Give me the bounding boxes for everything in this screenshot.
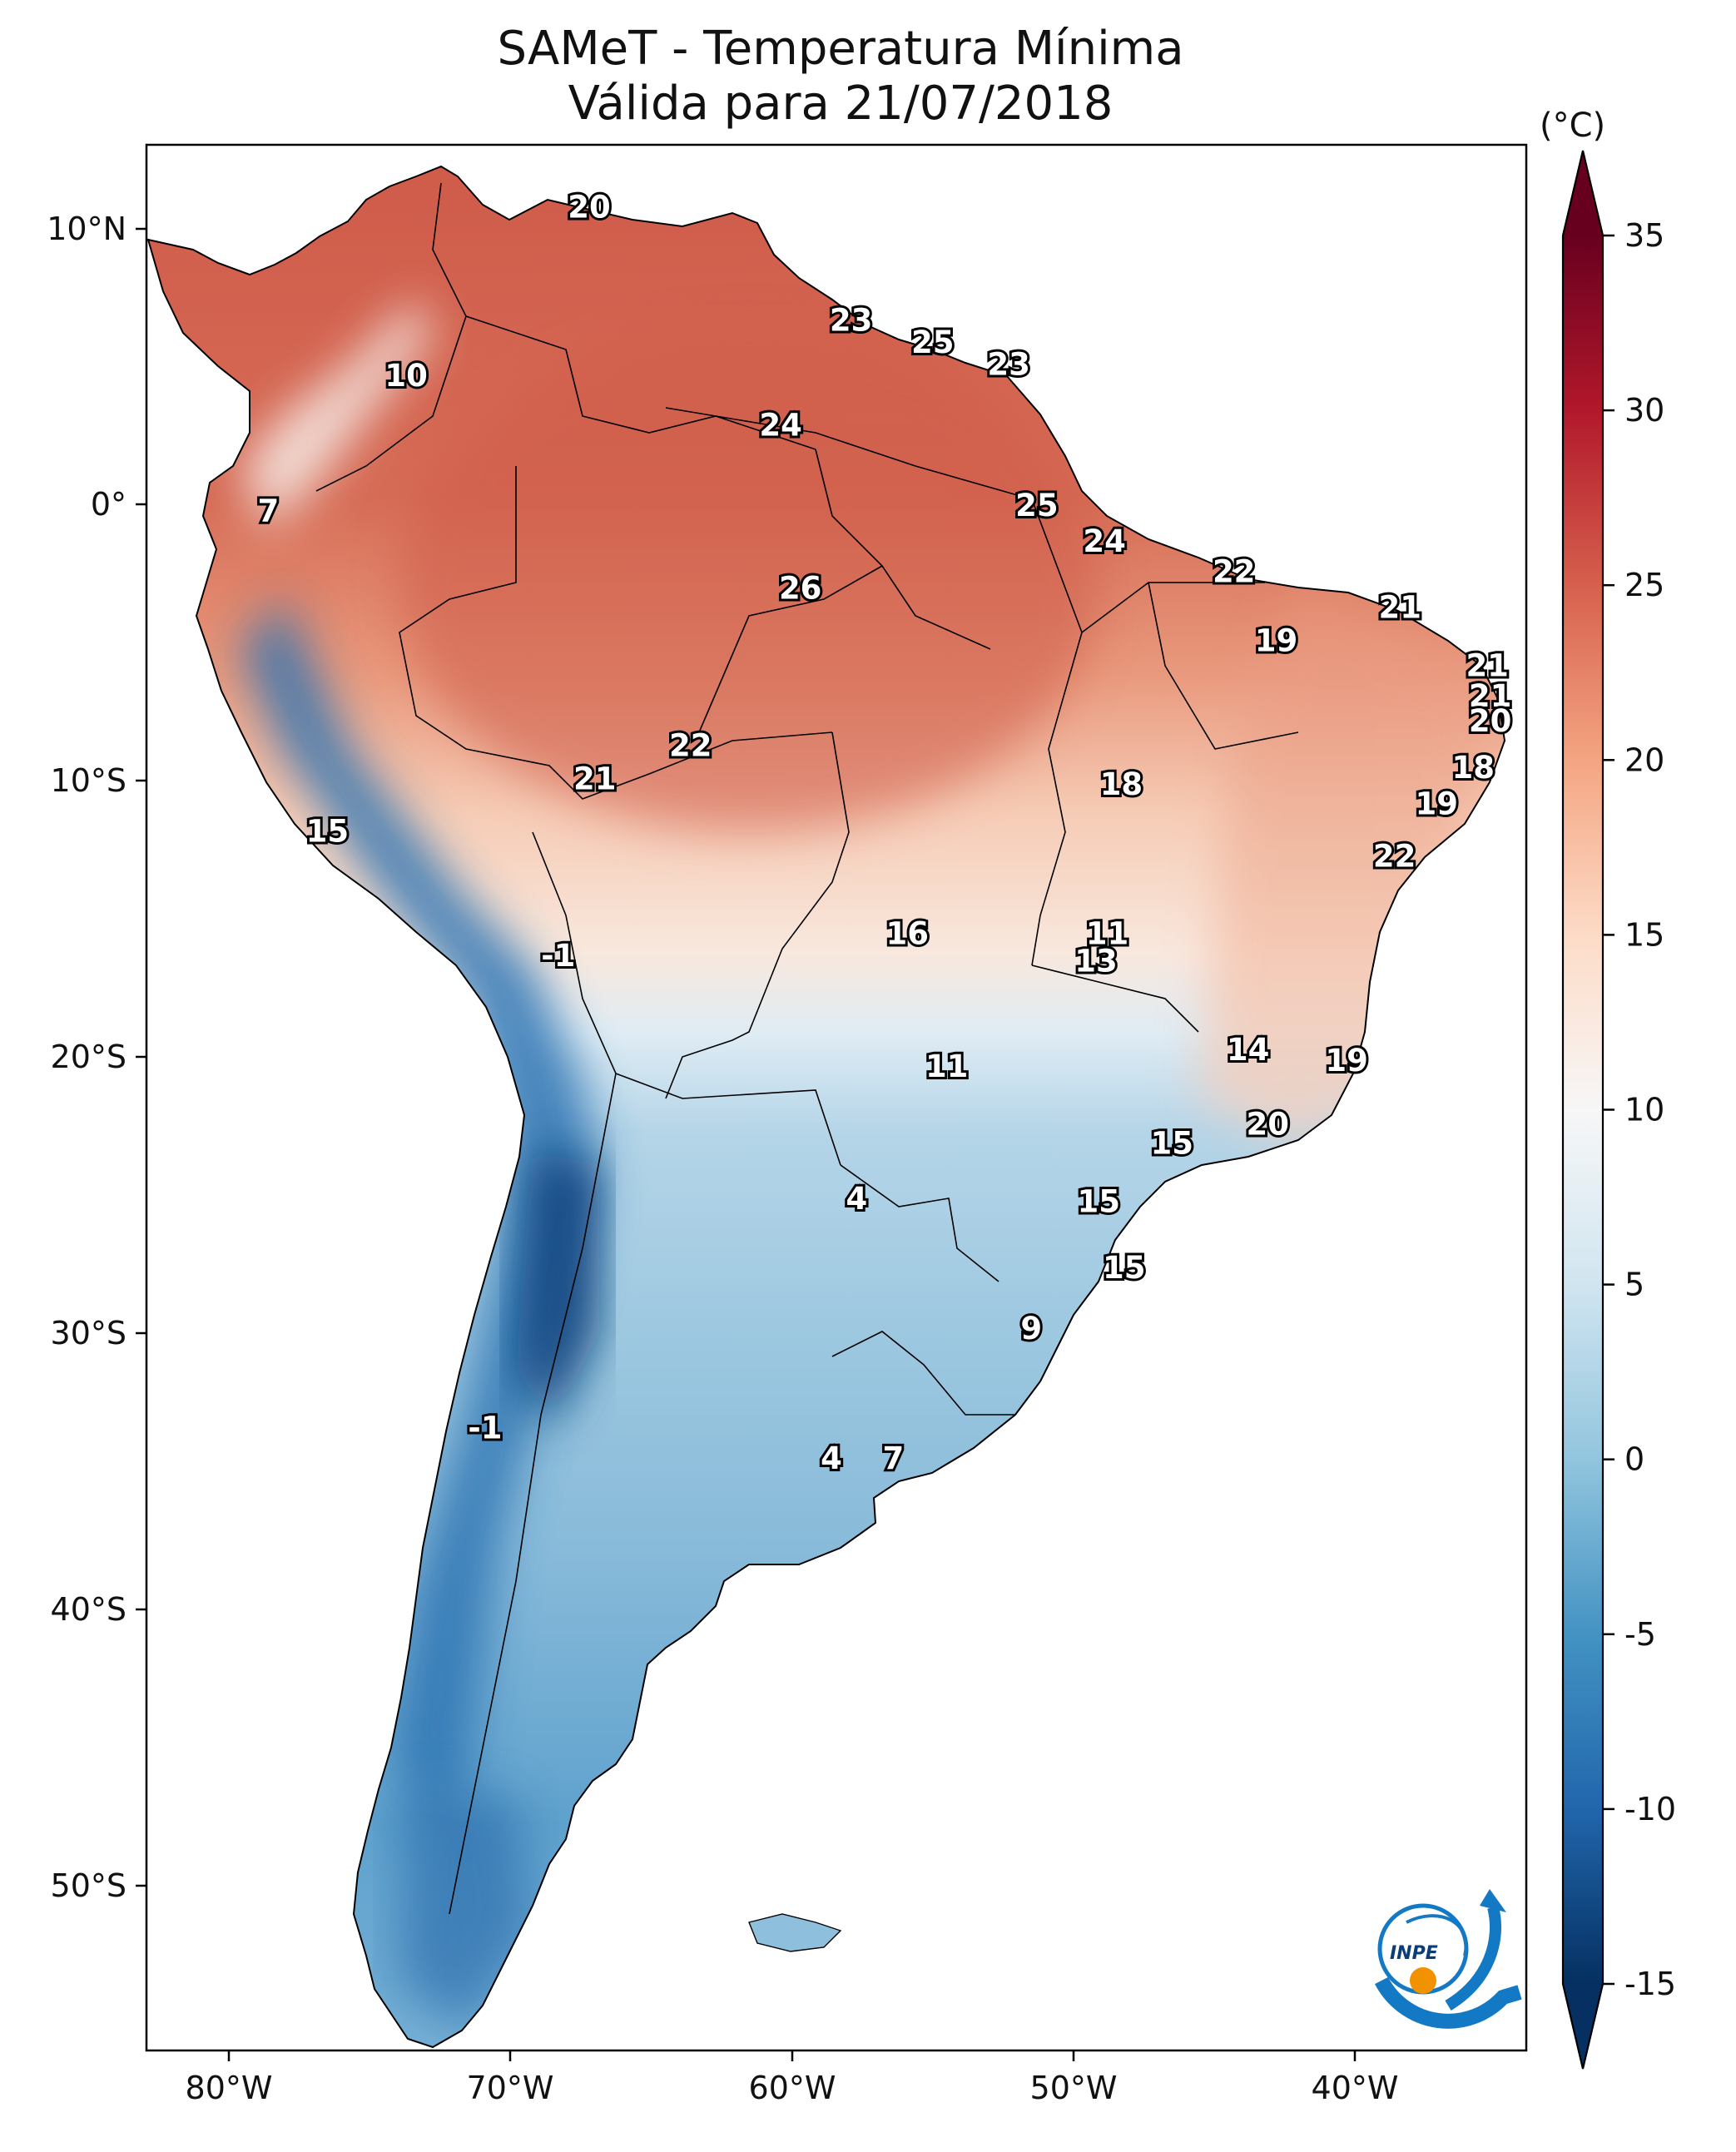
title-line-2: Válida para 21/07/2018: [568, 77, 1114, 131]
temperature-value-label: 18: [1452, 750, 1495, 786]
temperature-value-label: 25: [1015, 488, 1059, 523]
temperature-value-label: 7: [258, 493, 280, 529]
temperature-value-label: 21: [1379, 590, 1422, 626]
longitude-axis: 80°W 70°W 60°W 50°W 40°W: [186, 2050, 1399, 2106]
temperature-value-label: 15: [1078, 1184, 1121, 1220]
lon-tick-label: 60°W: [749, 2070, 836, 2106]
inpe-logo: INPE: [1375, 1889, 1522, 2029]
colorbar-tick-label: 0: [1624, 1441, 1644, 1478]
colorbar-tick-label: 10: [1624, 1092, 1664, 1128]
colorbar-min-extend: [1563, 1984, 1603, 2069]
temperature-value-label: 11: [925, 1049, 969, 1084]
colorbar-tick-label: -10: [1624, 1791, 1676, 1827]
temperature-value-label: 21: [1466, 647, 1509, 683]
temperature-value-label: 19: [1255, 623, 1298, 659]
latitude-axis: 10°N 0° 10°S 20°S 30°S 40°S 50°S: [47, 211, 146, 1904]
lat-tick-label: 50°S: [51, 1867, 126, 1904]
lon-tick-label: 40°W: [1312, 2070, 1399, 2106]
logo-swoosh: [1375, 1976, 1522, 2029]
temperature-value-label: 22: [1373, 839, 1416, 875]
temperature-value-label: 14: [1227, 1032, 1270, 1068]
temperature-value-label: 19: [1416, 786, 1459, 821]
colorbar-unit-label: (°C): [1540, 107, 1606, 145]
lat-tick-label: 0°: [91, 486, 126, 523]
temperature-value-label: 20: [1469, 703, 1512, 739]
temperature-value-label: -1: [468, 1411, 502, 1446]
temperature-value-label: 7: [883, 1440, 905, 1476]
colorbar-tick-label: -5: [1624, 1616, 1656, 1653]
colorbar: 35 30 25 20 15 10 5 0 -5 -10 -15: [1561, 150, 1676, 2070]
colorbar-tick-label: 35: [1624, 217, 1664, 254]
falkland-islands: [748, 1913, 842, 1952]
map-title: SAMeT - Temperatura Mínima Válida para 2…: [166, 22, 1515, 131]
colorbar-tick-label: -15: [1624, 1966, 1676, 2002]
colorbar-tick-label: 30: [1624, 392, 1664, 429]
temperature-value-label: 21: [573, 761, 617, 797]
temperature-value-label: 20: [1247, 1107, 1290, 1143]
logo-text: INPE: [1390, 1943, 1438, 1964]
lon-tick-label: 70°W: [467, 2070, 554, 2106]
temperature-value-label: 13: [1074, 944, 1118, 979]
colorbar-tick-label: 20: [1624, 741, 1664, 778]
temperature-value-label: 15: [1103, 1250, 1146, 1286]
temperature-value-label: 18: [1100, 766, 1143, 802]
temperature-value-label: 24: [759, 408, 802, 444]
title-line-1: SAMeT - Temperatura Mínima: [497, 22, 1184, 76]
colorbar-tick-label: 5: [1624, 1267, 1644, 1303]
colorbar-gradient: [1563, 236, 1603, 1984]
temperature-value-label: 15: [306, 814, 350, 850]
temperature-value-label: 4: [821, 1440, 842, 1476]
temperature-value-label: -1: [541, 938, 575, 974]
logo-arrow: [1480, 1889, 1506, 1912]
temperature-value-label: 24: [1083, 523, 1126, 559]
temperature-value-label: 26: [779, 570, 822, 606]
temperature-value-label: 21: [1469, 678, 1512, 714]
temperature-value-label: 23: [830, 302, 873, 338]
lat-tick-label: 30°S: [51, 1315, 126, 1351]
temperature-value-label: 9: [1020, 1311, 1042, 1346]
lat-tick-label: 20°S: [51, 1039, 126, 1075]
lon-tick-label: 50°W: [1030, 2070, 1118, 2106]
temperature-value-label: 22: [669, 728, 712, 764]
colorbar-tick-label: 15: [1624, 916, 1664, 953]
colorbar-tick-label: 25: [1624, 567, 1664, 603]
logo-sun: [1410, 1967, 1436, 1994]
temperature-value-label: 11: [1086, 915, 1129, 951]
temperature-value-label: 15: [1151, 1126, 1194, 1162]
country-borders: [315, 182, 1299, 1915]
temperature-value-label: 19: [1325, 1043, 1368, 1078]
temperature-value-label: 4: [846, 1181, 868, 1217]
temperature-value-label: 10: [384, 358, 428, 394]
lon-tick-label: 80°W: [186, 2070, 273, 2106]
temperature-value-label: 22: [1213, 554, 1256, 590]
colorbar-ticks: 35 30 25 20 15 10 5 0 -5 -10 -15: [1603, 217, 1676, 2002]
lat-tick-label: 10°N: [47, 211, 126, 247]
lat-tick-label: 10°S: [51, 762, 126, 799]
temperature-value-label: 25: [911, 325, 955, 360]
colorbar-max-extend: [1563, 151, 1603, 236]
temperature-value-label: 16: [886, 915, 930, 951]
temperature-value-label: 23: [987, 347, 1030, 383]
temperature-value-label: 20: [568, 189, 611, 225]
lat-tick-label: 40°S: [51, 1591, 126, 1628]
